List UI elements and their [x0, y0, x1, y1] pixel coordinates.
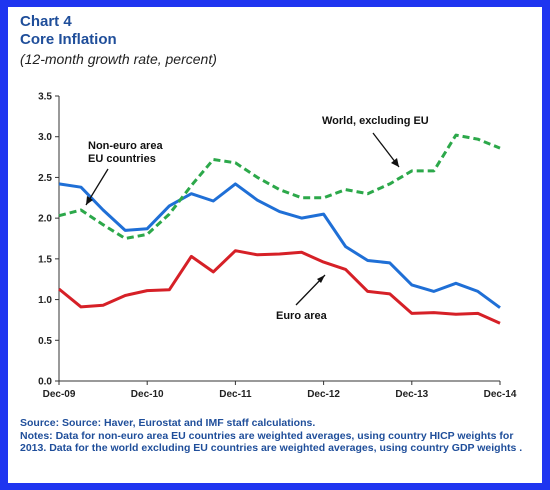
chart-title-line2: Core Inflation — [20, 31, 117, 48]
series-line-euro-area — [58, 249, 501, 325]
chart-subtitle: (12-month growth rate, percent) — [20, 51, 217, 67]
series-line-world-excluding-eu — [58, 133, 501, 240]
x-tick-label: Dec-13 — [395, 389, 428, 400]
chart-axes: 0.0 0.5 1.0 1.5 2.0 2.5 3.0 3.5 Dec-09 Dec-10 Dec-… — [38, 92, 517, 401]
annotation-world: World, excluding EU — [322, 115, 429, 127]
y-tick-label: 1.5 — [38, 254, 52, 265]
annotation-arrowhead-non-euro — [86, 196, 93, 205]
y-tick-label: 1.0 — [38, 295, 52, 306]
y-tick-label: 2.0 — [38, 214, 52, 225]
x-tick-label: Dec-11 — [219, 389, 252, 400]
y-tick-label: 0.5 — [38, 336, 52, 347]
annotation-non-euro-line1: Non-euro area — [88, 140, 163, 152]
chart-title: Chart 4 — [20, 13, 72, 30]
line-chart: 0.0 0.5 1.0 1.5 2.0 2.5 3.0 3.5 Dec-09 Dec-10 Dec-… — [38, 92, 517, 401]
x-tick-label: Dec-09 — [43, 389, 76, 400]
y-tick-label: 0.0 — [38, 377, 52, 388]
annotation-non-euro-line2: EU countries — [88, 153, 156, 165]
y-tick-label: 2.5 — [38, 173, 52, 184]
x-tick-label: Dec-12 — [307, 389, 340, 400]
x-tick-label: Dec-10 — [131, 389, 164, 400]
annotation-arrowhead-world — [391, 158, 399, 167]
y-tick-label: 3.0 — [38, 132, 52, 143]
chart-series — [58, 133, 501, 325]
chart-source-notes: Source: Source: Haver, Eurostat and IMF … — [20, 417, 536, 455]
series-line-non-euro-area-eu-countries — [58, 182, 501, 309]
source-line: Source: Source: Haver, Eurostat and IMF … — [20, 417, 316, 429]
chart-annotations: Non-euro area EU countries World, exclud… — [85, 115, 429, 322]
x-tick-label: Dec-14 — [484, 389, 517, 400]
chart-panel: Chart 4 Core Inflation (12-month growth … — [8, 7, 542, 483]
annotation-arrowhead-euro — [317, 275, 325, 283]
notes-line: Notes: Data for non-euro area EU countri… — [20, 429, 523, 455]
annotation-euro-area: Euro area — [276, 310, 328, 322]
y-tick-label: 3.5 — [38, 92, 52, 103]
